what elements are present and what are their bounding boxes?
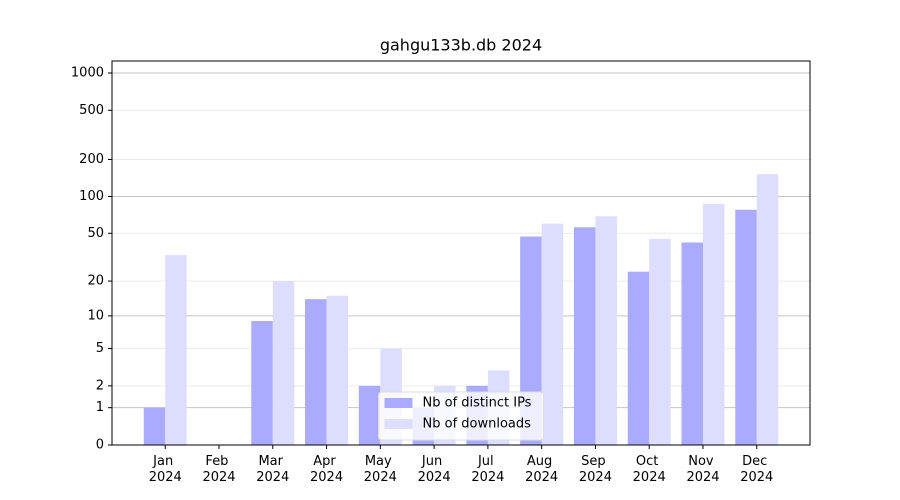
x-tick-label: Oct 2024 xyxy=(633,454,666,485)
legend-swatch xyxy=(384,398,413,408)
bar xyxy=(735,209,757,445)
y-tick-label: 100 xyxy=(79,189,104,204)
bar xyxy=(165,255,187,445)
x-tick-label: Nov 2024 xyxy=(686,454,719,485)
bar xyxy=(358,385,381,445)
x-tick-label: Jan 2024 xyxy=(149,454,182,485)
y-tick-label: 20 xyxy=(87,274,104,289)
bar xyxy=(627,271,650,445)
bar xyxy=(272,281,295,445)
x-tick-label: Jun 2024 xyxy=(418,454,451,485)
y-tick-label: 5 xyxy=(96,341,104,356)
y-tick-label: 200 xyxy=(79,152,104,167)
x-tick-label: Jul 2024 xyxy=(471,454,504,485)
legend-label: Nb of downloads xyxy=(423,417,532,432)
bar xyxy=(305,299,327,445)
chart-title: gahgu133b.db 2024 xyxy=(380,36,542,55)
plot-frame xyxy=(111,60,811,446)
x-tick-label: Mar 2024 xyxy=(256,454,289,485)
legend-swatch xyxy=(384,419,413,429)
bar xyxy=(756,174,779,446)
x-tick-label: Apr 2024 xyxy=(310,454,343,485)
x-tick-label: Aug 2024 xyxy=(525,454,558,485)
y-tick-label: 10 xyxy=(87,308,104,323)
legend-box xyxy=(378,391,544,441)
bar xyxy=(702,203,725,445)
y-tick-label: 1000 xyxy=(71,66,104,81)
y-tick-label: 1 xyxy=(96,400,104,415)
x-tick-label: Dec 2024 xyxy=(740,454,773,485)
bar xyxy=(595,216,617,445)
bar xyxy=(541,223,564,445)
bar xyxy=(143,407,166,445)
bar xyxy=(681,242,703,445)
y-tick-label: 500 xyxy=(79,103,104,118)
x-tick-label: Sep 2024 xyxy=(579,454,612,485)
bar xyxy=(326,295,349,445)
x-tick-label: May 2024 xyxy=(364,454,397,485)
x-tick-label: Feb 2024 xyxy=(202,454,235,485)
bar xyxy=(251,321,273,445)
bar xyxy=(573,227,596,445)
y-tick-label: 2 xyxy=(96,378,104,393)
bar xyxy=(649,238,671,445)
y-tick-label: 50 xyxy=(87,226,104,241)
legend-label: Nb of distinct IPs xyxy=(423,396,532,411)
y-tick-label: 0 xyxy=(96,438,104,453)
